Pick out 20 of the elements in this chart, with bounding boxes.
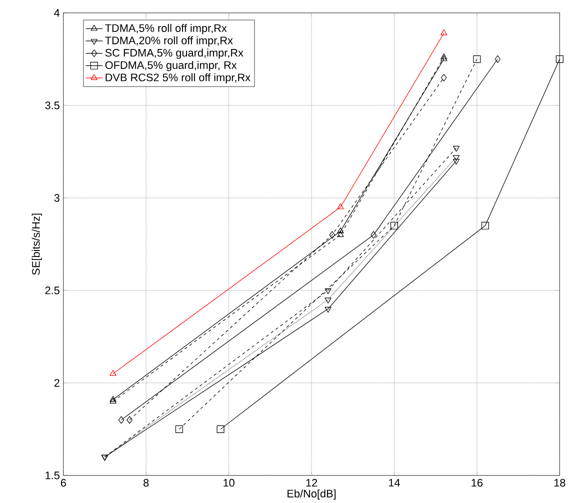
x-tick-label: 12 [306, 478, 318, 487]
legend-label: DVB RCS2 5% roll off impr,Rx [106, 73, 250, 84]
x-tick-label: 14 [389, 478, 400, 486]
x-axis-title: Eb/No[dB] [288, 490, 336, 500]
x-tick-label: 18 [554, 478, 566, 487]
legend-label: TDMA,20% roll off impr,Rx [105, 36, 233, 46]
y-axis-title: SE[bits/s/Hz] [32, 214, 42, 275]
y-tick-label: 3 [54, 194, 60, 202]
y-tick-label: 2 [54, 379, 60, 387]
legend-label: TDMA,5% roll off impr,Rx [105, 24, 227, 34]
y-tick-label: 3.5 [45, 102, 60, 110]
legend-label: OFDMA,5% guard,impr, Rx [105, 61, 237, 72]
y-tick-label: 2.5 [45, 286, 60, 294]
y-tick-label: 4 [54, 9, 60, 17]
x-tick-label: 8 [144, 478, 149, 487]
x-tick-label: 16 [472, 478, 483, 487]
y-tick-label: 1.5 [46, 472, 60, 480]
x-tick-label: 6 [60, 478, 66, 487]
legend-label: SC FDMA,5% guard,impr,Rx [105, 48, 244, 59]
x-tick-label: 10 [224, 478, 234, 487]
